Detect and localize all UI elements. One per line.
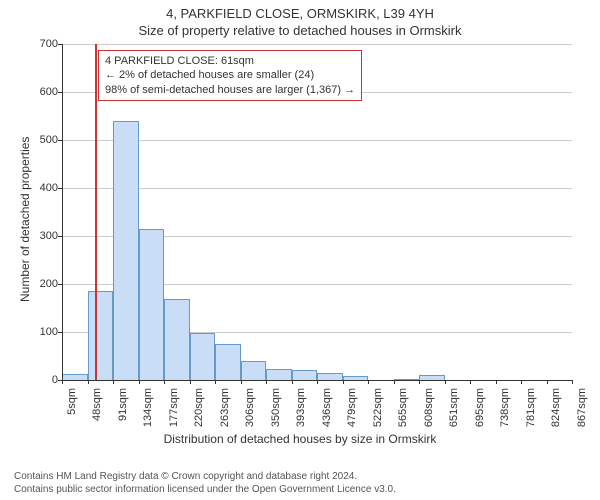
- x-tick-label: 91sqm: [117, 388, 129, 421]
- x-tick-label: 695sqm: [474, 388, 486, 427]
- x-tick-mark: [394, 380, 395, 384]
- x-tick-mark: [88, 380, 89, 384]
- x-tick-mark: [368, 380, 369, 384]
- x-tick-label: 781sqm: [525, 388, 537, 427]
- x-tick-mark: [215, 380, 216, 384]
- x-axis-label: Distribution of detached houses by size …: [0, 432, 600, 446]
- histogram-bar: [215, 344, 241, 380]
- x-tick-mark: [496, 380, 497, 384]
- x-tick-mark: [292, 380, 293, 384]
- x-tick-label: 5sqm: [66, 388, 78, 415]
- footer-line-2: Contains public sector information licen…: [14, 483, 396, 496]
- x-tick-label: 651sqm: [449, 388, 461, 427]
- x-tick-label: 522sqm: [372, 388, 384, 427]
- x-tick-mark: [139, 380, 140, 384]
- y-tick-label: 400: [32, 182, 58, 194]
- x-tick-mark: [470, 380, 471, 384]
- x-tick-label: 824sqm: [551, 388, 563, 427]
- x-tick-label: 306sqm: [245, 388, 257, 427]
- histogram-bar: [164, 299, 190, 380]
- x-tick-mark: [164, 380, 165, 384]
- histogram-bar: [113, 121, 139, 380]
- y-tick-label: 200: [32, 278, 58, 290]
- x-tick-mark: [572, 380, 573, 384]
- chart-subtitle: Size of property relative to detached ho…: [0, 21, 600, 42]
- histogram-bar: [317, 373, 343, 380]
- info-line-3: 98% of semi-detached houses are larger (…: [105, 83, 355, 97]
- histogram-bar: [139, 229, 165, 380]
- x-tick-label: 608sqm: [423, 388, 435, 427]
- x-tick-mark: [113, 380, 114, 384]
- x-tick-label: 134sqm: [143, 388, 155, 427]
- x-tick-mark: [521, 380, 522, 384]
- y-tick-label: 700: [32, 38, 58, 50]
- y-tick-label: 0: [32, 374, 58, 386]
- x-tick-label: 48sqm: [92, 388, 104, 421]
- x-tick-mark: [317, 380, 318, 384]
- x-tick-mark: [547, 380, 548, 384]
- histogram-bar: [292, 370, 318, 380]
- footer-line-1: Contains HM Land Registry data © Crown c…: [14, 470, 396, 483]
- x-tick-label: 436sqm: [321, 388, 333, 427]
- y-tick-label: 100: [32, 326, 58, 338]
- x-tick-mark: [343, 380, 344, 384]
- x-tick-mark: [62, 380, 63, 384]
- info-line-2: ← 2% of detached houses are smaller (24): [105, 68, 355, 82]
- x-tick-label: 479sqm: [347, 388, 359, 427]
- grid-line: [62, 140, 572, 141]
- x-tick-mark: [266, 380, 267, 384]
- x-tick-label: 350sqm: [270, 388, 282, 427]
- page-title: 4, PARKFIELD CLOSE, ORMSKIRK, L39 4YH: [0, 0, 600, 21]
- histogram-bar: [190, 333, 216, 380]
- info-box: 4 PARKFIELD CLOSE: 61sqm ← 2% of detache…: [98, 50, 362, 101]
- grid-line: [62, 188, 572, 189]
- x-tick-label: 263sqm: [219, 388, 231, 427]
- y-tick-label: 500: [32, 134, 58, 146]
- x-tick-label: 177sqm: [168, 388, 180, 427]
- x-tick-mark: [241, 380, 242, 384]
- x-tick-label: 738sqm: [500, 388, 512, 427]
- histogram-bar: [241, 361, 267, 380]
- x-tick-label: 867sqm: [576, 388, 588, 427]
- y-tick-label: 600: [32, 86, 58, 98]
- footer: Contains HM Land Registry data © Crown c…: [14, 470, 396, 496]
- y-axis-line: [62, 44, 63, 380]
- x-tick-label: 393sqm: [296, 388, 308, 427]
- grid-line: [62, 44, 572, 45]
- histogram-bar: [88, 291, 114, 380]
- y-tick-label: 300: [32, 230, 58, 242]
- property-marker-line: [95, 44, 97, 380]
- x-tick-mark: [190, 380, 191, 384]
- x-tick-mark: [445, 380, 446, 384]
- histogram-bar: [266, 369, 292, 380]
- info-line-1: 4 PARKFIELD CLOSE: 61sqm: [105, 54, 355, 68]
- x-tick-mark: [419, 380, 420, 384]
- x-tick-label: 565sqm: [398, 388, 410, 427]
- y-axis-label: Number of detached properties: [18, 137, 32, 302]
- x-tick-label: 220sqm: [194, 388, 206, 427]
